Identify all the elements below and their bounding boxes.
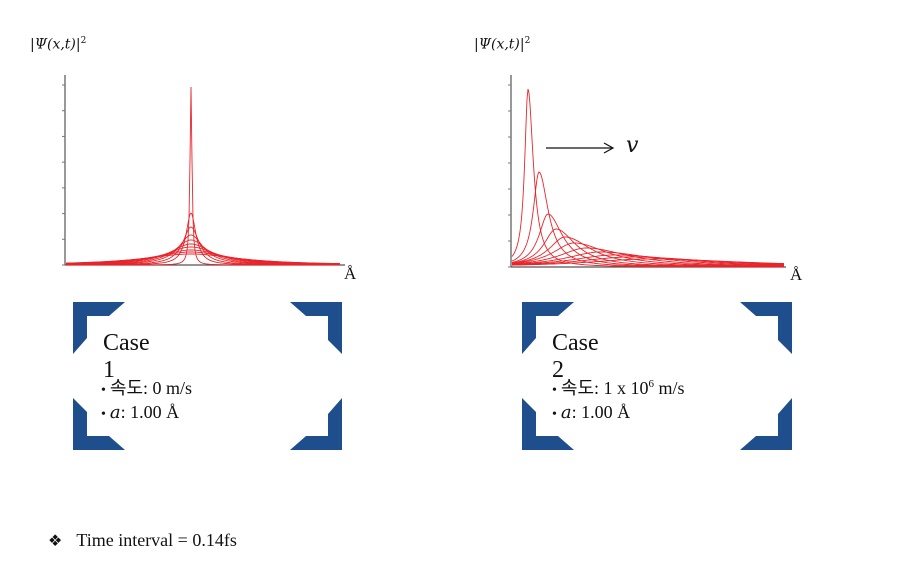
y-axis-label: |Ψ(x,t)|2 bbox=[30, 36, 87, 53]
bullet-icon: • bbox=[552, 383, 557, 398]
time-interval-note: ❖ Time interval = 0.14fs bbox=[48, 530, 237, 550]
bracket-bottom-left bbox=[73, 398, 125, 450]
bracket-bottom-right bbox=[740, 398, 792, 450]
speed-line: • 속도: 0 m/s bbox=[101, 378, 193, 398]
bullet-icon: • bbox=[101, 407, 106, 422]
bullet-icon: • bbox=[101, 383, 106, 398]
bullet-icon: • bbox=[552, 407, 557, 422]
bracket-bottom-right bbox=[290, 398, 342, 450]
case-title: Case 1 bbox=[103, 330, 150, 383]
speed-line: • 속도: 1 x 106 m/s bbox=[552, 378, 685, 398]
wavepacket-curve bbox=[65, 253, 341, 265]
diamond-flower-icon: ❖ bbox=[48, 531, 63, 550]
bracket-bottom-left bbox=[522, 398, 574, 450]
x-axis-unit: Å bbox=[790, 265, 803, 284]
velocity-arrowhead bbox=[603, 142, 615, 154]
x-axis-unit: Å bbox=[344, 264, 357, 283]
bracket-top-right bbox=[740, 302, 792, 354]
wavepacket-curve bbox=[512, 254, 784, 266]
y-axis-label: |Ψ(x,t)|2 bbox=[474, 36, 531, 53]
a-line: • a: 1.00 Å bbox=[101, 402, 180, 423]
case-title: Case 2 bbox=[552, 330, 599, 383]
velocity-label: v bbox=[626, 133, 639, 158]
bracket-top-right bbox=[290, 302, 342, 354]
a-line: • a: 1.00 Å bbox=[552, 402, 631, 423]
wavepacket-curve bbox=[511, 242, 784, 267]
bracket-top-left bbox=[522, 302, 574, 354]
wavepacket-curve bbox=[512, 256, 785, 266]
wavepacket-curve bbox=[512, 258, 785, 266]
wavepacket-curve bbox=[511, 88, 784, 268]
bracket-top-left bbox=[73, 302, 125, 354]
